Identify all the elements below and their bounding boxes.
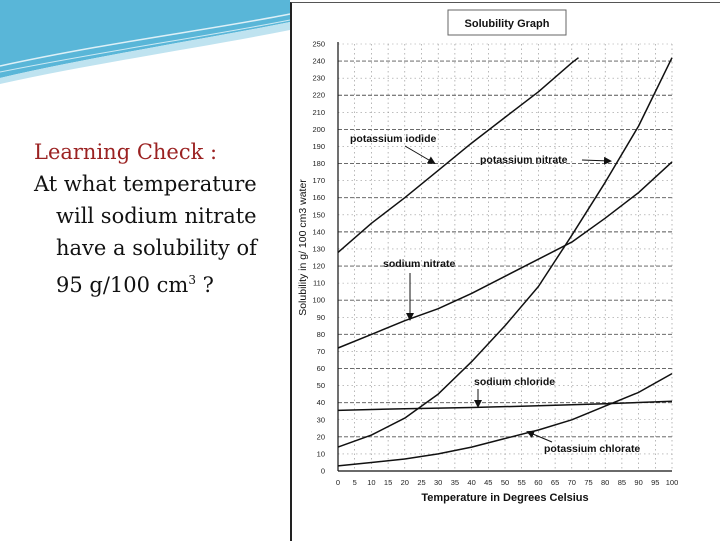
x-tick-label: 20 <box>401 478 409 487</box>
series-line-potassium-chlorate <box>337 372 673 467</box>
y-tick-label: 180 <box>312 159 325 168</box>
x-tick-label: 0 <box>336 478 340 487</box>
series-label-sodium-nitrate: sodium nitrate <box>383 258 456 270</box>
learning-check-title: Learning Check : <box>34 140 218 164</box>
x-tick-label: 60 <box>534 478 542 487</box>
x-tick-label: 30 <box>434 478 442 487</box>
learning-check-question: At what temperature will sodium nitrate … <box>34 168 284 301</box>
y-tick-label: 140 <box>312 227 325 236</box>
question-line-3: have a solubility of <box>56 236 257 260</box>
y-tick-label: 60 <box>317 364 325 373</box>
solubility-chart: 0102030405060708090100110120130140150160… <box>297 9 678 504</box>
x-tick-label: 15 <box>384 478 392 487</box>
decorative-header-swoosh <box>0 0 291 84</box>
y-tick-label: 50 <box>317 381 325 390</box>
x-tick-label: 100 <box>666 478 679 487</box>
annotations: Solubility Graph Temperature in Degrees C… <box>297 9 640 504</box>
y-tick-label: 240 <box>312 57 325 66</box>
question-line-1: At what temperature <box>34 172 257 196</box>
x-tick-label: 40 <box>467 478 475 487</box>
tick-labels: 0102030405060708090100110120130140150160… <box>312 40 678 488</box>
axes <box>337 42 672 472</box>
series-arrow-potassium-iodide <box>404 145 436 165</box>
y-tick-label: 130 <box>312 244 325 253</box>
y-tick-label: 160 <box>312 193 325 202</box>
y-tick-label: 0 <box>321 467 325 476</box>
question-superscript: 3 <box>188 273 196 287</box>
question-line-4: 95 g/100 cm3 ? <box>56 273 214 297</box>
y-tick-label: 20 <box>317 432 325 441</box>
y-tick-label: 10 <box>317 449 325 458</box>
series-lines <box>337 57 673 467</box>
series-line-sodium-chloride <box>337 400 673 412</box>
x-tick-label: 35 <box>451 478 459 487</box>
y-tick-label: 30 <box>317 415 325 424</box>
y-tick-label: 40 <box>317 398 325 407</box>
series-line-potassium-iodide <box>337 57 579 253</box>
grid-lines <box>338 43 673 471</box>
chart-title-box <box>447 9 567 36</box>
learning-check-text: Learning Check : At what temperature wil… <box>34 136 284 301</box>
x-axis-label: Temperature in Degrees Celsius <box>421 492 588 504</box>
x-tick-label: 90 <box>634 478 642 487</box>
solubility-chart-panel: 0 10 20 30 40 50 60 70 80 90 100 110 120 130 140 150 160… <box>290 2 720 541</box>
series-label-potassium-nitrate: potassium nitrate <box>480 154 568 166</box>
series-arrow-potassium-chlorate <box>526 430 553 443</box>
x-tick-label: 45 <box>484 478 492 487</box>
y-tick-label: 90 <box>317 313 325 322</box>
x-tick-label: 85 <box>618 478 626 487</box>
y-tick-label: 70 <box>317 347 325 356</box>
y-tick-label: 170 <box>312 176 325 185</box>
question-end: ? <box>196 273 214 297</box>
x-tick-label: 10 <box>367 478 375 487</box>
y-tick-label: 110 <box>313 279 325 288</box>
question-value: 95 g/100 cm <box>56 273 189 297</box>
chart-title: Solubility Graph <box>465 18 550 30</box>
x-tick-label: 70 <box>568 478 576 487</box>
x-tick-label: 55 <box>518 478 526 487</box>
y-tick-label: 150 <box>312 210 325 219</box>
y-tick-label: 250 <box>312 40 325 49</box>
x-tick-label: 95 <box>651 478 659 487</box>
series-label-potassium-iodide: potassium iodide <box>350 133 437 145</box>
y-axis-label: Solubility in g/ 100 cm3 water <box>297 179 309 316</box>
series-label-sodium-chloride: sodium chloride <box>474 376 555 388</box>
y-tick-label: 120 <box>312 262 325 271</box>
y-tick-label: 100 <box>312 296 325 305</box>
y-tick-label: 230 <box>312 74 325 83</box>
question-line-2: will sodium nitrate <box>56 204 257 228</box>
y-tick-label: 220 <box>312 91 325 100</box>
y-tick-label: 200 <box>312 125 325 134</box>
x-tick-label: 50 <box>501 478 509 487</box>
series-line-sodium-nitrate <box>337 161 673 349</box>
series-line-potassium-nitrate <box>337 57 673 448</box>
x-tick-label: 75 <box>584 478 592 487</box>
x-tick-label: 65 <box>551 478 559 487</box>
y-tick-label: 190 <box>312 142 325 151</box>
x-tick-label: 80 <box>601 478 609 487</box>
x-tick-label: 25 <box>417 478 425 487</box>
series-arrow-potassium-nitrate <box>581 156 612 165</box>
x-tick-label: 5 <box>353 478 357 487</box>
y-tick-label: 210 <box>312 108 325 117</box>
y-tick-label: 80 <box>317 330 325 339</box>
series-label-potassium-chlorate: potassium chlorate <box>544 443 640 455</box>
